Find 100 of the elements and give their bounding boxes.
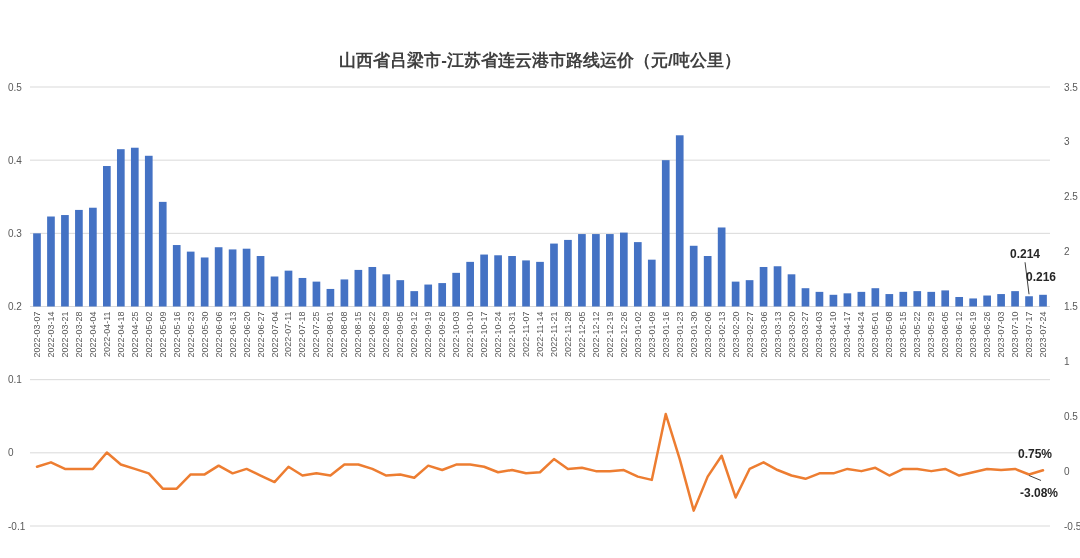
- y-tick-label: -0.1: [8, 520, 26, 532]
- bar: [606, 234, 614, 307]
- x-tick-label: 2022-11-28: [562, 311, 573, 357]
- bar: [899, 291, 908, 307]
- x-tick-label: 2022-11-07: [521, 311, 532, 357]
- bar: [410, 291, 419, 307]
- bar: [466, 261, 474, 307]
- bar: [284, 270, 293, 307]
- bar: [354, 269, 363, 307]
- bar: [522, 260, 530, 307]
- bar: [927, 291, 936, 307]
- x-tick-label: 2022-04-25: [129, 311, 140, 358]
- bar: [815, 291, 824, 307]
- x-tick-label: 2022-10-10: [465, 311, 476, 358]
- x-tick-label: 2022-08-08: [339, 311, 350, 358]
- x-tick-label: 2022-10-31: [507, 311, 518, 358]
- bar: [103, 166, 111, 307]
- bar: [116, 149, 125, 307]
- bar: [745, 280, 754, 307]
- y2-tick-label: 0: [1064, 465, 1070, 477]
- x-tick-label: 2022-12-12: [590, 311, 601, 358]
- bar: [33, 233, 41, 307]
- x-tick-label: 2023-02-13: [716, 311, 727, 358]
- bar: [75, 209, 83, 307]
- x-tick-label: 2022-08-01: [325, 311, 336, 358]
- bar: [214, 247, 223, 307]
- bar: [480, 254, 488, 307]
- x-tick-label: 2023-07-03: [996, 311, 1007, 358]
- x-tick-label: 2022-05-23: [185, 311, 196, 358]
- x-tick-label: 2023-05-29: [926, 311, 937, 358]
- x-tick-label: 2022-07-18: [297, 311, 308, 358]
- x-tick-label: 2022-06-06: [213, 311, 224, 358]
- x-tick-label: 2022-05-30: [199, 311, 210, 358]
- data-label: -3.08%: [1020, 485, 1059, 500]
- x-tick-label: 2023-03-13: [772, 311, 783, 358]
- y2-tick-label: 0.5: [1064, 410, 1079, 422]
- y-tick-label: 0.5: [8, 81, 23, 93]
- bar: [955, 296, 964, 307]
- bar: [368, 266, 377, 307]
- bar: [843, 293, 852, 307]
- x-tick-label: 2023-03-06: [758, 311, 769, 358]
- x-tick-label: 2022-08-15: [353, 311, 364, 358]
- x-tick-label: 2022-09-19: [423, 311, 434, 358]
- x-tick-label: 2022-06-27: [255, 311, 266, 358]
- x-tick-label: 2022-05-02: [143, 311, 154, 358]
- x-tick-label: 2023-06-19: [968, 311, 979, 358]
- bar: [256, 256, 265, 307]
- x-tick-label: 2022-03-14: [45, 311, 56, 358]
- x-tick-label: 2023-01-30: [688, 311, 699, 358]
- bar: [1011, 291, 1019, 307]
- x-tick-label: 2022-12-26: [618, 311, 629, 358]
- bar: [997, 294, 1005, 307]
- bar: [61, 215, 69, 307]
- y2-tick-label: 2.5: [1064, 191, 1079, 203]
- y2-tick-label: 3.5: [1064, 81, 1079, 93]
- y-tick-label: 0.1: [8, 374, 23, 386]
- bar: [326, 288, 335, 307]
- bar: [619, 232, 628, 307]
- bar: [787, 274, 796, 307]
- y2-tick-label: 1.5: [1064, 301, 1079, 312]
- bar: [689, 245, 698, 307]
- chart-title: 山西省吕梁市-江苏省连云港市路线运价（元/吨公里）: [339, 51, 741, 70]
- x-tick-label: 2022-07-04: [269, 311, 280, 358]
- x-tick-label: 2022-10-03: [451, 311, 462, 358]
- x-tick-label: 2023-04-24: [856, 311, 867, 358]
- bar: [312, 281, 321, 307]
- y-tick-label: 0.3: [8, 227, 23, 239]
- y2-tick-label: 2: [1064, 246, 1070, 258]
- x-tick-label: 2022-06-13: [227, 311, 238, 358]
- x-tick-label: 2022-05-16: [171, 311, 182, 358]
- bar: [592, 234, 600, 307]
- x-tick-label: 2023-04-10: [828, 311, 839, 358]
- x-tick-label: 2023-05-15: [898, 311, 909, 358]
- x-tick-label: 2022-03-07: [31, 311, 42, 358]
- bar: [564, 239, 572, 307]
- bar: [242, 248, 251, 307]
- x-tick-label: 2022-05-09: [157, 311, 168, 358]
- bar: [438, 283, 447, 307]
- bar: [144, 155, 153, 307]
- bar: [717, 227, 726, 307]
- x-tick-label: 2022-03-28: [73, 311, 84, 358]
- bar: [172, 245, 181, 307]
- y2-tick-label: 1: [1064, 355, 1070, 367]
- x-tick-label: 2023-03-27: [800, 311, 811, 358]
- bar: [424, 284, 433, 307]
- bar: [731, 281, 740, 307]
- bar: [494, 255, 502, 307]
- bar: [983, 295, 991, 307]
- y-tick-label: 0.4: [8, 154, 23, 166]
- x-tick-label: 2023-02-20: [730, 311, 741, 358]
- x-tick-label: 2023-04-03: [814, 311, 825, 358]
- bar: [1025, 296, 1033, 307]
- data-label: 0.214: [1010, 247, 1041, 262]
- bar: [703, 256, 712, 307]
- bar: [200, 257, 209, 307]
- bar: [47, 216, 55, 307]
- bar: [340, 279, 349, 307]
- bar: [647, 259, 656, 307]
- y2-tick-label: 3: [1064, 136, 1070, 148]
- x-tick-label: 2022-12-19: [604, 311, 615, 358]
